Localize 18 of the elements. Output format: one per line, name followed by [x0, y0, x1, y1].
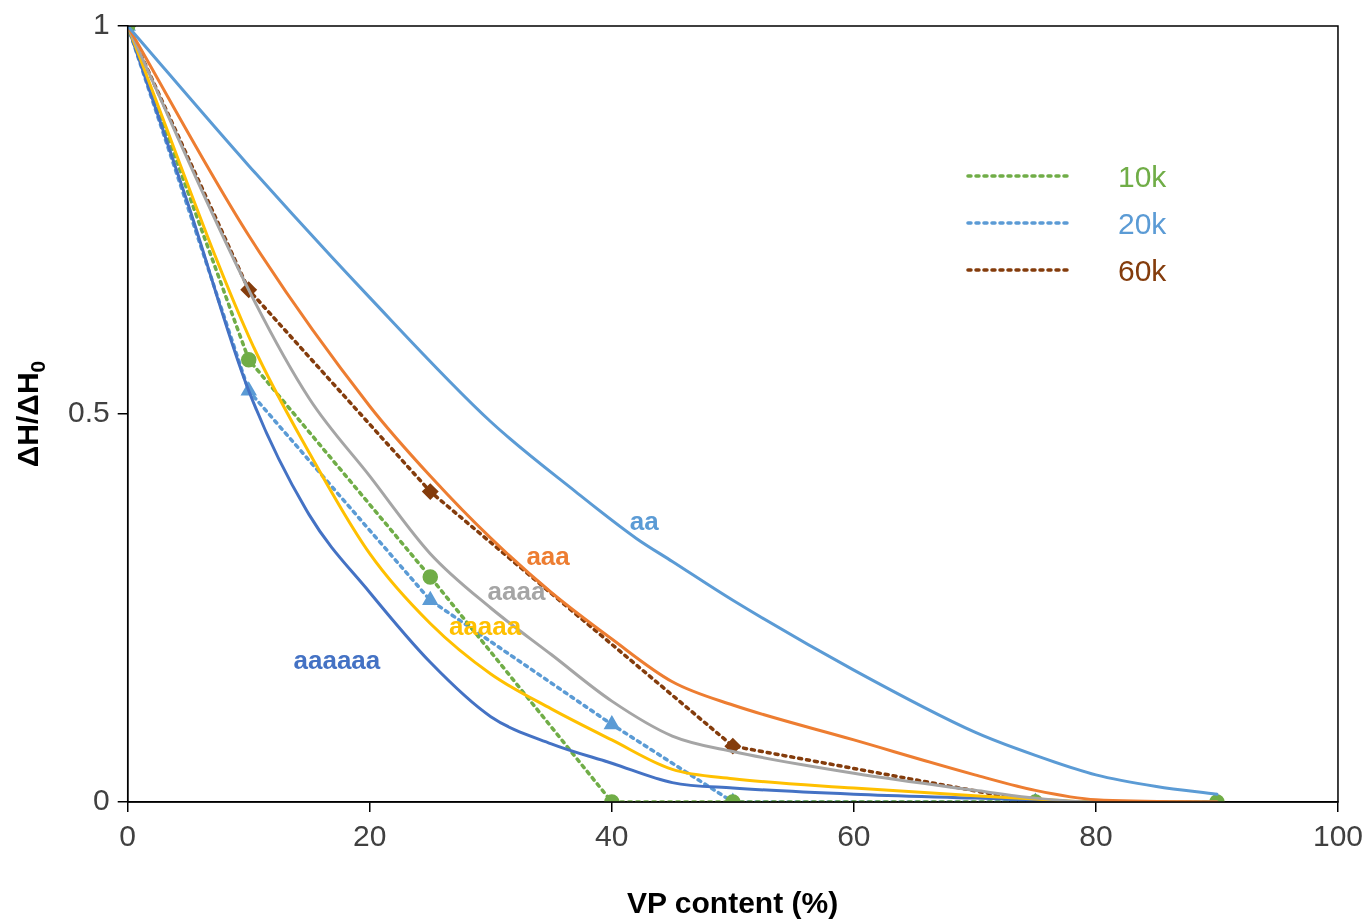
y-axis-title: ΔH/ΔH0 [11, 360, 49, 468]
x-tick-label: 60 [837, 819, 871, 853]
legend-label: 10k [1117, 160, 1168, 194]
legend-label: 60k [1117, 254, 1168, 288]
x-axis-title: VP content (%) [627, 886, 839, 920]
x-tick-label: 40 [595, 819, 629, 853]
y-tick-label: 0.5 [67, 395, 110, 429]
y-tick-label: 1 [93, 7, 110, 41]
series-label: aaa [526, 540, 571, 571]
x-tick-label: 0 [119, 819, 137, 853]
x-tick-label: 20 [353, 819, 387, 853]
x-tick-label: 100 [1312, 819, 1363, 853]
legend-label: 20k [1117, 207, 1168, 241]
x-tick-label: 80 [1079, 819, 1113, 853]
series-label: aa [629, 505, 660, 536]
series-label: aaaaaa [293, 645, 381, 676]
series-label: aaaa [487, 575, 546, 606]
y-tick-label: 0 [93, 783, 110, 817]
